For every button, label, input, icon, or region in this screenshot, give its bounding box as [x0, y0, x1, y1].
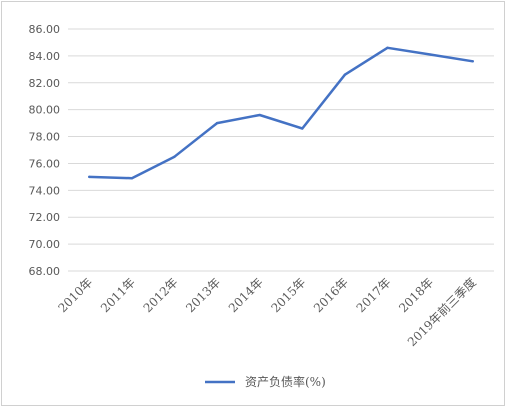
x-tick-label: 2018年 [396, 275, 436, 315]
data-point [386, 46, 389, 50]
x-tick-label: 2010年 [55, 275, 95, 315]
x-tick-label: 2016年 [311, 275, 351, 315]
x-axis-tick-labels: 2010年 2011年 2012年 2013年 2014年 2015年 2016年 2017年… [55, 275, 478, 350]
y-axis-tick-labels: 68.00 70.00 72.00 74.00 76.00 78.00 80.00 82.00… [29, 23, 61, 278]
data-point [88, 175, 91, 179]
legend-label: 资产负债率(%) [245, 374, 326, 389]
data-point [215, 121, 219, 125]
data-point [258, 113, 261, 117]
y-tick-label: 68.00 [29, 265, 61, 278]
y-tick-label: 86.00 [29, 23, 61, 36]
y-tick-label: 80.00 [29, 104, 61, 117]
y-tick-label: 72.00 [29, 211, 61, 224]
data-point [173, 155, 176, 158]
x-tick-label: 2014年 [226, 275, 266, 315]
data-point [471, 60, 474, 63]
x-tick-label: 2017年 [354, 275, 394, 315]
y-tick-label: 82.00 [29, 77, 61, 90]
y-tick-label: 74.00 [29, 184, 61, 197]
x-tick-label: 2011年 [98, 275, 138, 315]
data-point [301, 127, 304, 130]
x-tick-label: 2015年 [268, 275, 308, 315]
y-tick-label: 78.00 [29, 131, 61, 144]
data-point [130, 177, 134, 180]
y-tick-label: 70.00 [29, 238, 61, 251]
series-layer [88, 46, 474, 180]
x-tick-label: 2013年 [183, 275, 223, 315]
data-point [343, 73, 347, 76]
y-tick-label: 76.00 [29, 157, 61, 170]
series-line-debt-ratio [88, 46, 474, 180]
data-point [428, 53, 432, 56]
y-tick-label: 84.00 [29, 50, 61, 63]
legend: 资产负债率(%) [205, 374, 326, 389]
x-tick-label: 2012年 [141, 275, 181, 315]
gridlines [68, 28, 494, 272]
